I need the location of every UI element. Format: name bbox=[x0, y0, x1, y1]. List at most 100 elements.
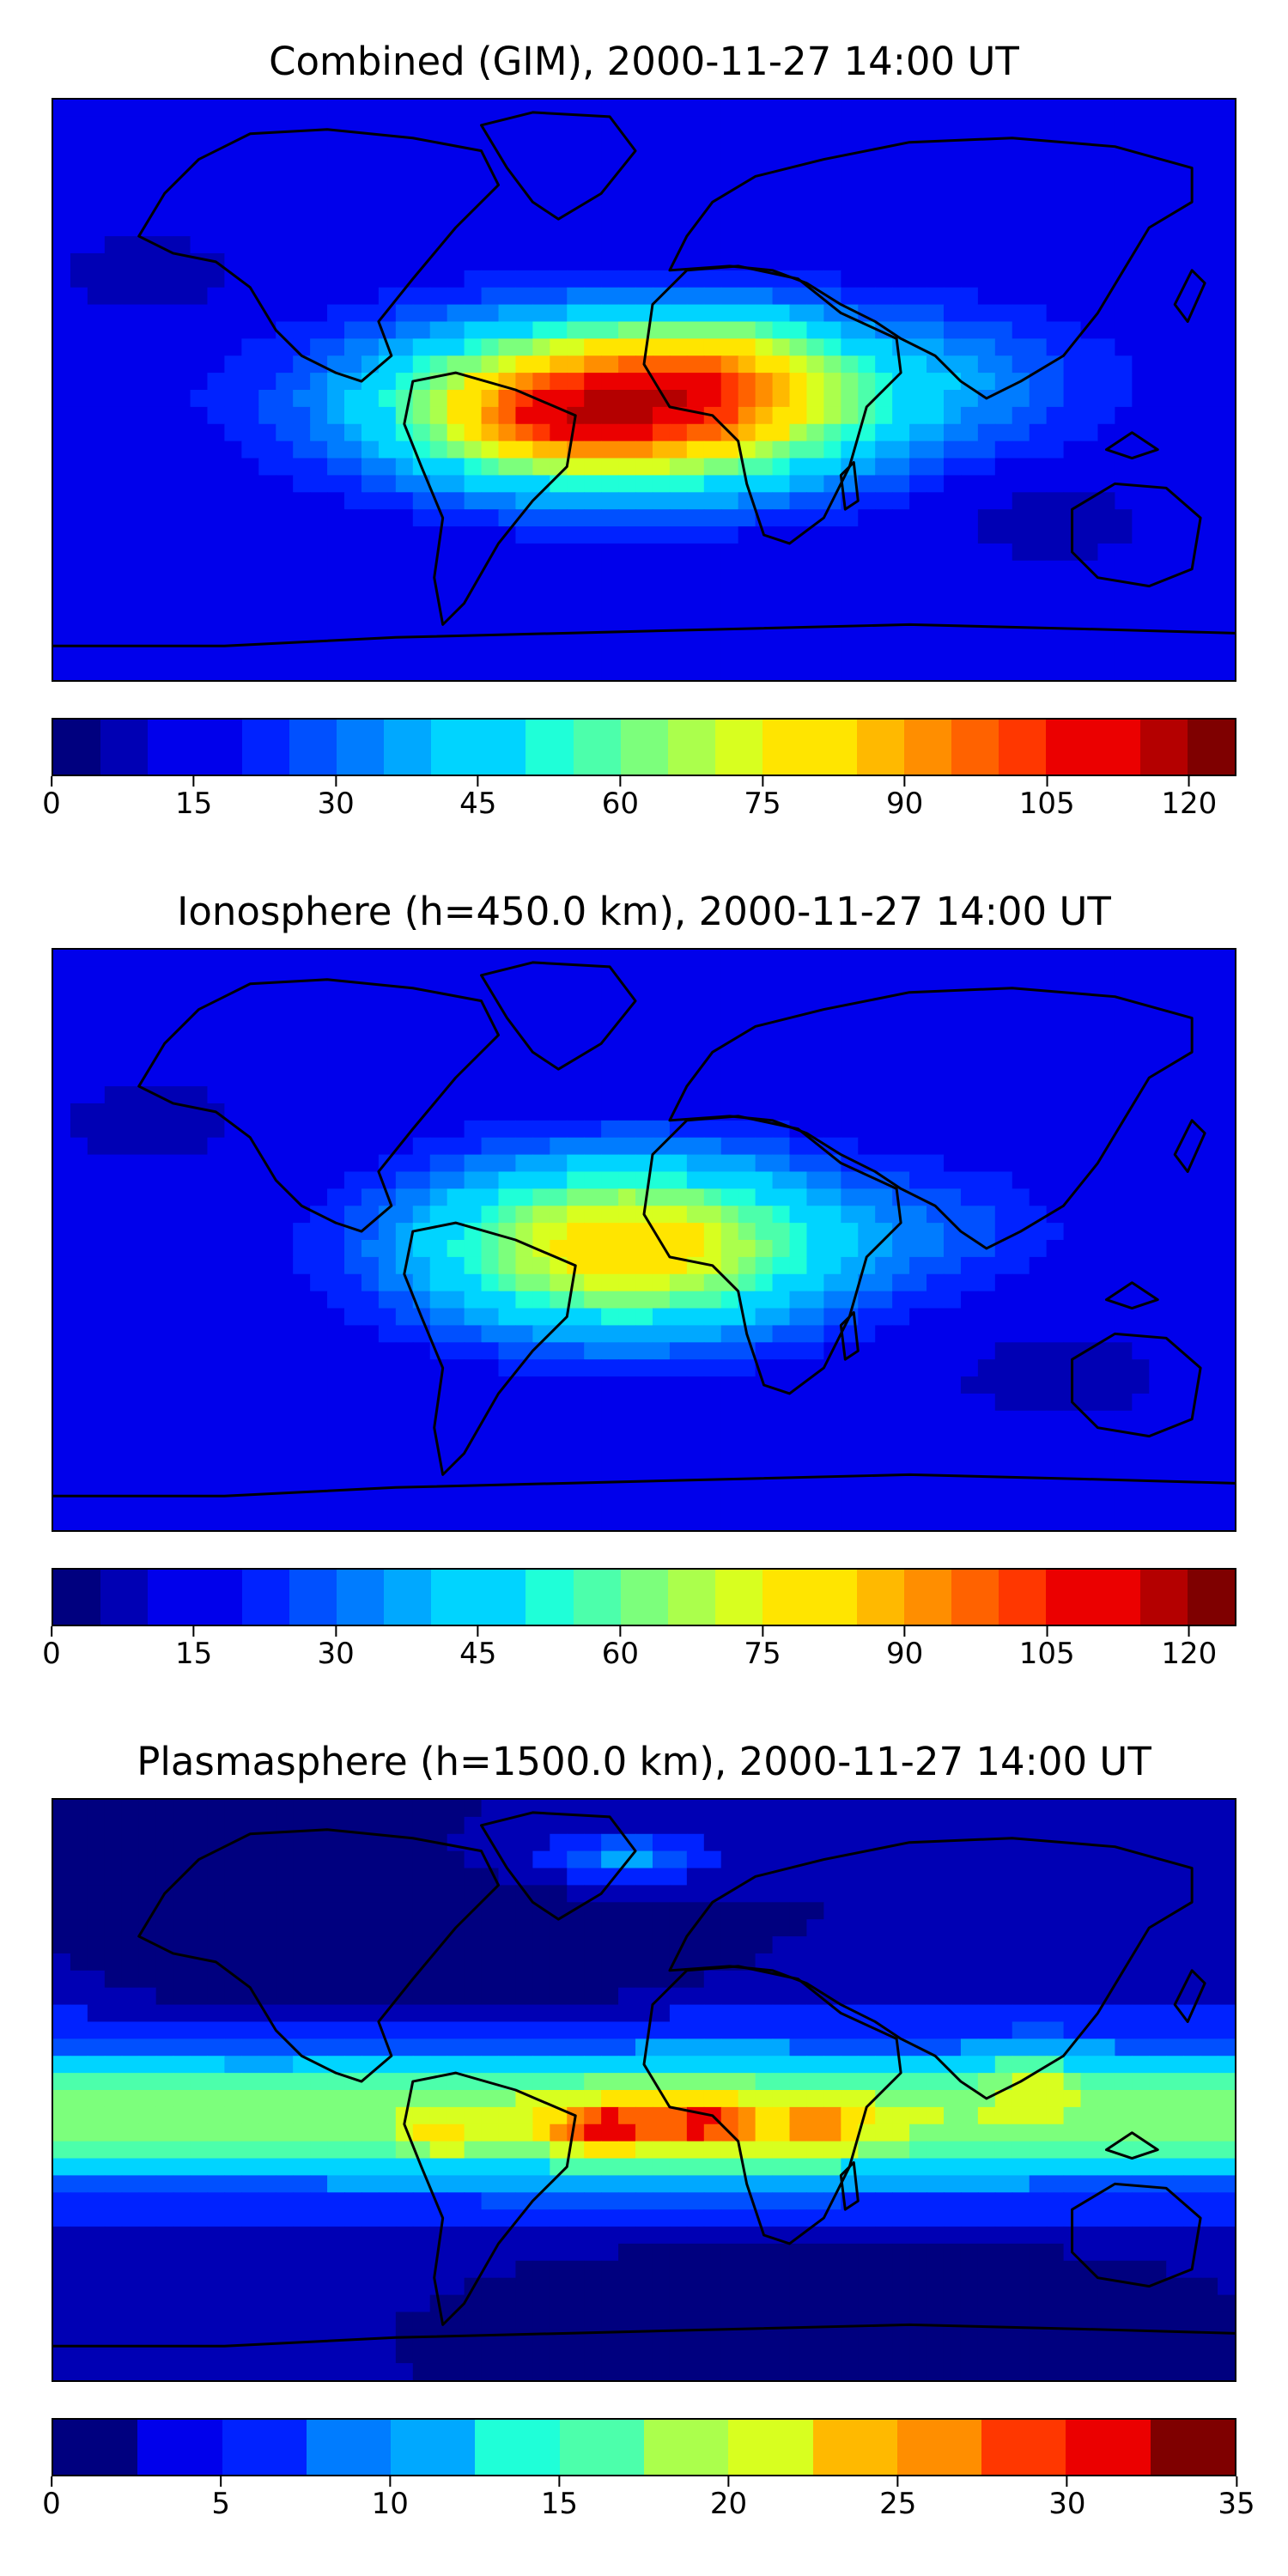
colorbar-tick: 15 bbox=[541, 2476, 578, 2521]
colorbar-segment bbox=[762, 1570, 810, 1625]
colorbar-segment bbox=[856, 720, 904, 775]
colorbar-segment bbox=[391, 2420, 476, 2475]
colorbar-segment bbox=[809, 720, 857, 775]
colorbar-tick: 120 bbox=[1161, 776, 1217, 821]
colorbar-segment bbox=[475, 2420, 560, 2475]
colorbar-segment bbox=[667, 1570, 715, 1625]
colorbar-segment bbox=[431, 1570, 479, 1625]
colorbar-segment bbox=[998, 1570, 1046, 1625]
colorbar-segment bbox=[1045, 720, 1094, 775]
colorbar-segment bbox=[337, 1570, 385, 1625]
colorbar-segment bbox=[667, 720, 715, 775]
colorbar-segment bbox=[53, 1570, 101, 1625]
colorbar-segment bbox=[100, 1570, 149, 1625]
colorbar-tick: 0 bbox=[42, 2476, 61, 2521]
colorbar-segment bbox=[478, 720, 526, 775]
colorbar-segment bbox=[998, 720, 1046, 775]
plasmasphere-map bbox=[52, 1798, 1236, 2382]
ionosphere-colorbar-ticks: 0 15 30 45 60 75 90 105 120 bbox=[42, 1626, 1236, 1678]
colorbar-segment bbox=[306, 2420, 392, 2475]
colorbar-segment bbox=[643, 2420, 729, 2475]
colorbar-segment bbox=[1093, 720, 1141, 775]
coastline bbox=[403, 2071, 577, 2326]
coastline bbox=[668, 987, 1194, 1250]
coastline bbox=[1104, 431, 1159, 460]
colorbar-segment bbox=[1188, 720, 1236, 775]
coastline bbox=[668, 137, 1194, 400]
coastline bbox=[137, 1828, 500, 2083]
colorbar-segment bbox=[620, 720, 668, 775]
colorbar-segment bbox=[714, 720, 762, 775]
colorbar-segment bbox=[148, 1570, 196, 1625]
colorbar-tick: 30 bbox=[318, 1626, 355, 1671]
colorbar-tick: 25 bbox=[879, 2476, 916, 2521]
coastline bbox=[839, 1311, 860, 1361]
colorbar-tick: 15 bbox=[175, 1626, 212, 1671]
colorbar-segment bbox=[981, 2420, 1066, 2475]
colorbar-segment bbox=[809, 1570, 857, 1625]
colorbar-segment bbox=[620, 1570, 668, 1625]
colorbar-segment bbox=[526, 720, 574, 775]
colorbar-tick: 20 bbox=[710, 2476, 747, 2521]
coastline bbox=[1173, 1119, 1206, 1173]
colorbar-segment bbox=[1140, 720, 1188, 775]
combined-gim-colorbar-ticks: 0 15 30 45 60 75 90 105 120 bbox=[42, 776, 1236, 828]
colorbar-segment bbox=[728, 2420, 813, 2475]
colorbar-tick: 45 bbox=[459, 776, 496, 821]
ionosphere-colorbar bbox=[52, 1568, 1236, 1626]
colorbar-segment bbox=[896, 2420, 982, 2475]
coastline bbox=[668, 1837, 1194, 2100]
coastlines bbox=[53, 111, 1235, 647]
colorbar-segment bbox=[337, 720, 385, 775]
combined-gim-title: Combined (GIM), 2000-11-27 14:00 UT bbox=[269, 39, 1019, 84]
colorbar-segment bbox=[1093, 1570, 1141, 1625]
colorbar-segment bbox=[431, 720, 479, 775]
colorbar-tick: 15 bbox=[175, 776, 212, 821]
colorbar-segment bbox=[289, 720, 337, 775]
coastline bbox=[53, 623, 1235, 647]
colorbar-tick: 30 bbox=[1048, 2476, 1085, 2521]
coastline bbox=[1071, 2182, 1202, 2288]
colorbar-tick: 45 bbox=[459, 1626, 496, 1671]
coastlines bbox=[53, 1811, 1235, 2348]
combined-gim-tec-field bbox=[53, 100, 1235, 680]
colorbar-segment bbox=[384, 720, 432, 775]
coastline bbox=[53, 2323, 1235, 2348]
coastline bbox=[1071, 1332, 1202, 1438]
ionosphere-map bbox=[52, 948, 1236, 1532]
plasmasphere-colorbar bbox=[52, 2418, 1236, 2476]
colorbar-tick: 75 bbox=[744, 776, 781, 821]
plasmasphere-title: Plasmasphere (h=1500.0 km), 2000-11-27 1… bbox=[137, 1739, 1151, 1784]
coastline bbox=[480, 111, 637, 221]
coastline bbox=[53, 1473, 1235, 1498]
colorbar-segment bbox=[573, 720, 621, 775]
colorbar-segment bbox=[1045, 1570, 1094, 1625]
coastlines bbox=[53, 961, 1235, 1498]
colorbar-segment bbox=[714, 1570, 762, 1625]
colorbar-tick: 90 bbox=[886, 776, 923, 821]
colorbar-segment bbox=[242, 1570, 290, 1625]
coastline bbox=[480, 1811, 637, 1921]
colorbar-segment bbox=[1066, 2420, 1151, 2475]
colorbar-segment bbox=[812, 2420, 897, 2475]
colorbar-segment bbox=[137, 2420, 222, 2475]
coastline bbox=[1071, 482, 1202, 588]
colorbar-tick: 0 bbox=[42, 776, 61, 821]
colorbar-segment bbox=[903, 1570, 951, 1625]
colorbar-segment bbox=[1150, 2420, 1235, 2475]
coastline bbox=[403, 371, 577, 626]
ionosphere-tec-field bbox=[53, 950, 1235, 1530]
colorbar-segment bbox=[195, 1570, 243, 1625]
coastline bbox=[1104, 2131, 1159, 2160]
coastline bbox=[1173, 1969, 1206, 2023]
coastline bbox=[1173, 269, 1206, 323]
colorbar-segment bbox=[559, 2420, 644, 2475]
colorbar-tick: 10 bbox=[372, 2476, 409, 2521]
colorbar-segment bbox=[195, 720, 243, 775]
colorbar-segment bbox=[1140, 1570, 1188, 1625]
colorbar-segment bbox=[242, 720, 290, 775]
colorbar-tick: 35 bbox=[1218, 2476, 1255, 2521]
coastline bbox=[1104, 1281, 1159, 1310]
colorbar-tick: 90 bbox=[886, 1626, 923, 1671]
colorbar-tick: 75 bbox=[744, 1626, 781, 1671]
